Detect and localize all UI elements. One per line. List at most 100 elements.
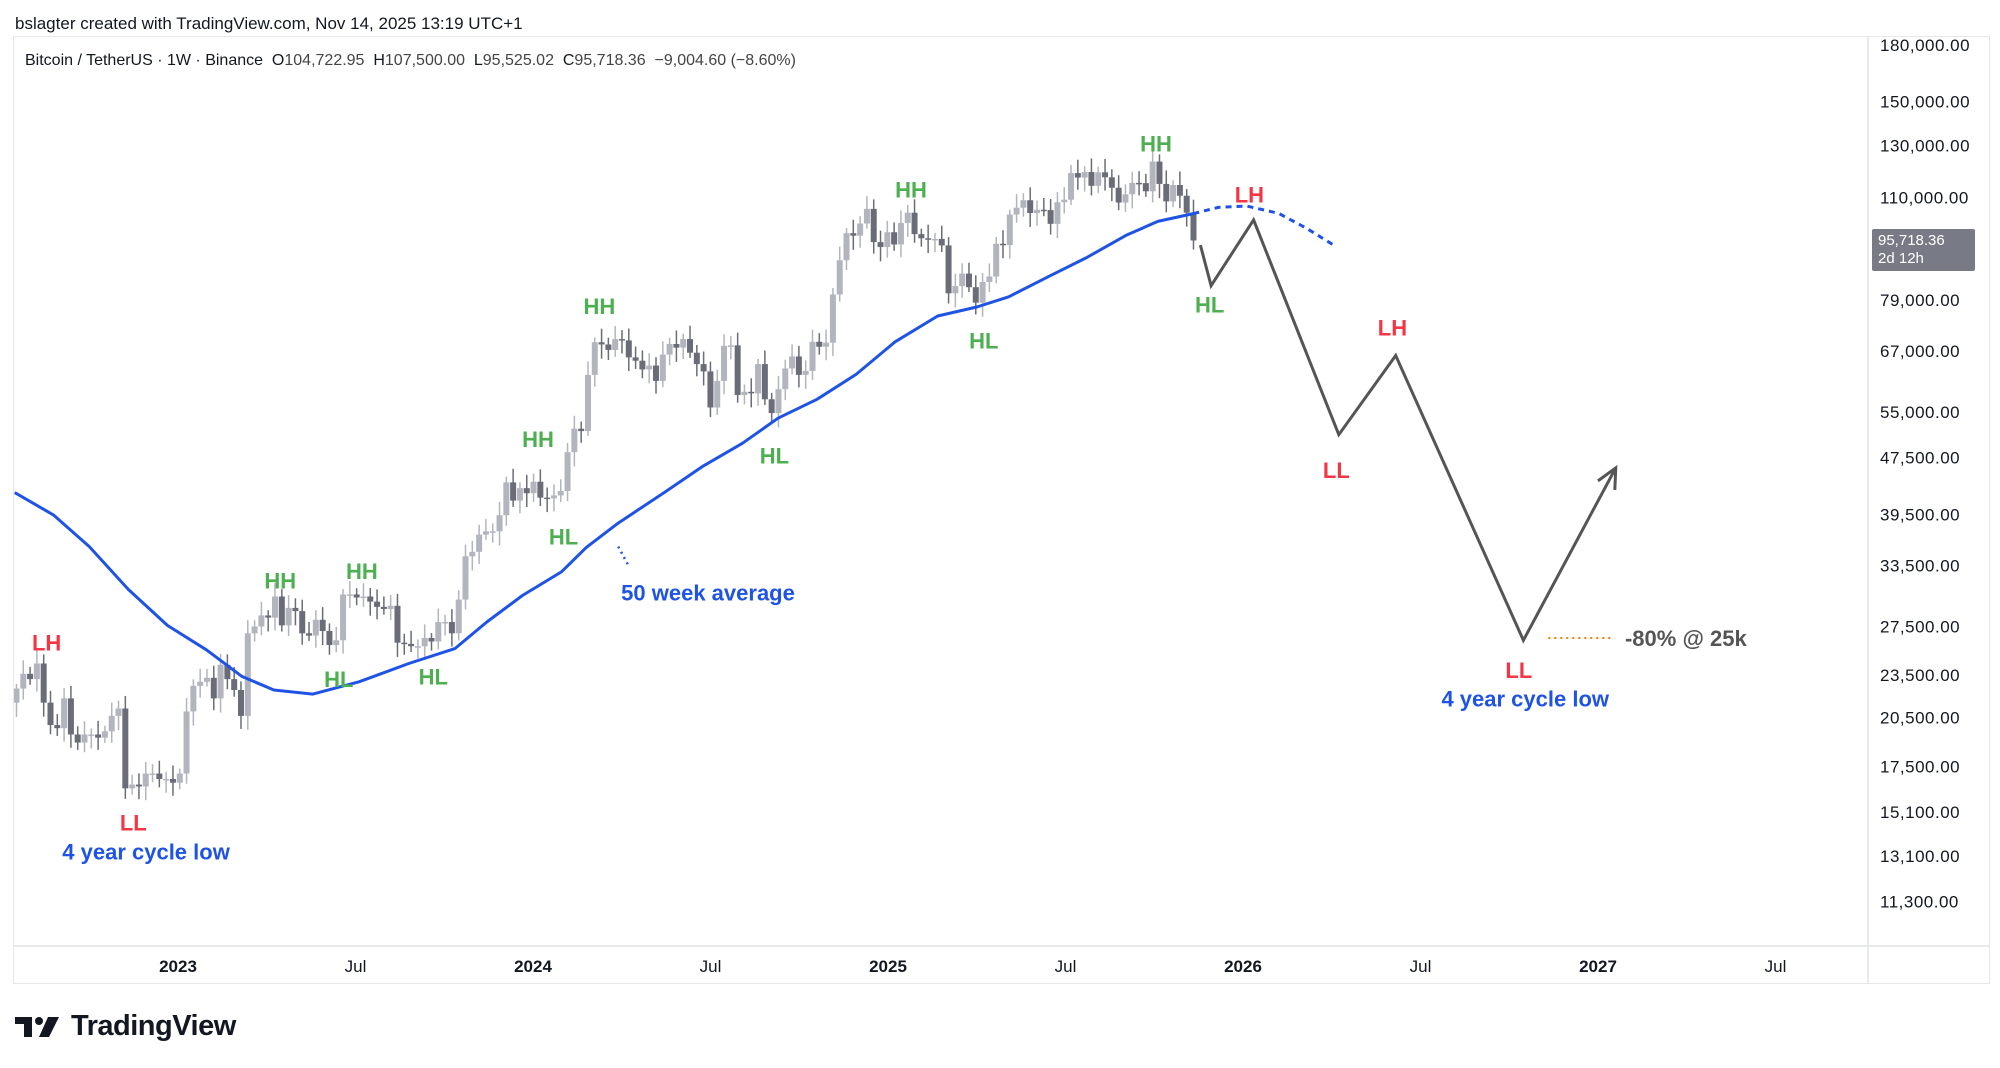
candle-body xyxy=(829,294,836,343)
candle-body xyxy=(918,234,925,239)
candle-body xyxy=(721,345,728,381)
candle-body xyxy=(979,281,986,303)
candle-body xyxy=(197,681,204,686)
candle-body xyxy=(1163,183,1170,202)
candle-body xyxy=(61,698,68,729)
candle-body xyxy=(1054,202,1061,224)
candle-body xyxy=(156,773,163,780)
candle-body xyxy=(387,605,394,609)
annotation-label: LH xyxy=(1235,183,1264,208)
candle-body xyxy=(1108,177,1115,188)
annotation-label: 50 week average xyxy=(621,580,795,605)
candle-body xyxy=(14,688,20,703)
candle-body xyxy=(523,488,530,494)
symbol-name[interactable]: Bitcoin / TetherUS · 1W · Binance xyxy=(25,52,264,69)
price-tick-label: 67,000.00 xyxy=(1880,342,1960,361)
candle-body xyxy=(530,481,537,494)
ma50-projection-line xyxy=(1192,204,1337,248)
candle-body xyxy=(605,344,612,350)
candle-body xyxy=(795,356,802,375)
candle-body xyxy=(40,663,47,703)
candle-body xyxy=(210,677,217,699)
candle-body xyxy=(319,619,326,632)
candle-body xyxy=(653,365,660,381)
candle-body xyxy=(231,679,238,690)
candle-body xyxy=(224,664,231,680)
candle-body xyxy=(612,339,619,350)
price-tick-label: 23,500.00 xyxy=(1880,666,1960,685)
candle-body xyxy=(353,594,360,598)
price-tick-label: 39,500.00 xyxy=(1880,505,1960,524)
candle-body xyxy=(67,698,74,735)
candle-body xyxy=(550,495,557,499)
candle-body xyxy=(1040,209,1047,212)
candle-body xyxy=(183,711,190,774)
candle-body xyxy=(414,646,421,648)
candle-body xyxy=(1129,182,1136,195)
candle-body xyxy=(442,622,449,624)
time-tick-label: Jul xyxy=(1765,957,1787,976)
annotation-label: HH xyxy=(522,427,554,452)
candle-body xyxy=(945,245,952,294)
candle-body xyxy=(129,784,136,789)
candle-body xyxy=(81,734,88,743)
candle-body xyxy=(1006,214,1013,246)
price-tick-label: 15,100.00 xyxy=(1880,803,1960,822)
candle-body xyxy=(938,238,945,246)
annotation-label: -80% @ 25k xyxy=(1625,626,1748,651)
candle-body xyxy=(421,637,428,647)
price-tick-label: 47,500.00 xyxy=(1880,448,1960,467)
open-value: 104,722.95 xyxy=(284,52,365,69)
annotation-label: HL xyxy=(969,328,998,353)
candle-body xyxy=(734,345,741,395)
candle-body xyxy=(428,637,435,642)
candle-body xyxy=(27,673,34,680)
annotation-label: HL xyxy=(419,664,448,689)
annotation-label: 4 year cycle low xyxy=(1441,686,1609,711)
candle-body xyxy=(761,364,768,400)
tradingview-logo[interactable]: TradingView xyxy=(15,1010,236,1043)
candle-body xyxy=(727,345,734,347)
ma50-line xyxy=(14,212,1194,696)
candle-body xyxy=(1068,173,1075,200)
price-tick-label: 17,500.00 xyxy=(1880,757,1960,776)
time-tick-label: Jul xyxy=(700,957,722,976)
candle-body xyxy=(258,615,265,627)
candle-body xyxy=(435,622,442,642)
candle-body xyxy=(972,287,979,303)
candle-body xyxy=(190,685,197,712)
candle-body xyxy=(775,389,782,414)
candle-body xyxy=(802,370,809,375)
candle-body xyxy=(408,643,415,647)
candle-body xyxy=(115,708,122,716)
candle-body xyxy=(857,223,864,236)
candle-body xyxy=(1190,212,1197,241)
candle-body xyxy=(88,734,95,736)
candle-body xyxy=(149,773,156,776)
candle-body xyxy=(557,491,564,496)
candle-body xyxy=(1074,173,1081,178)
candle-body xyxy=(1170,185,1177,202)
time-tick-label: 2023 xyxy=(159,957,197,976)
candle-body xyxy=(360,596,367,598)
candle-body xyxy=(687,339,694,353)
candle-body xyxy=(176,773,183,783)
candle-body xyxy=(741,391,748,395)
candle-body xyxy=(142,773,149,787)
candle-body xyxy=(1081,172,1088,178)
candle-body xyxy=(1047,210,1054,224)
candle-body xyxy=(823,342,830,347)
candle-body xyxy=(163,779,170,781)
candle-body xyxy=(816,341,823,347)
plot-area: LH LL 4 year cycle low HH HL HH HL HH HL HH 50 wee… xyxy=(14,131,1748,864)
candle-body xyxy=(598,342,605,345)
annotation-label: LH xyxy=(1378,316,1407,341)
candle-body xyxy=(101,731,108,738)
time-tick-label: 2025 xyxy=(869,957,907,976)
candle-body xyxy=(448,622,455,634)
candle-body xyxy=(904,212,911,223)
candle-body xyxy=(693,352,700,365)
candle-body xyxy=(1088,172,1095,186)
candle-body xyxy=(999,243,1006,246)
